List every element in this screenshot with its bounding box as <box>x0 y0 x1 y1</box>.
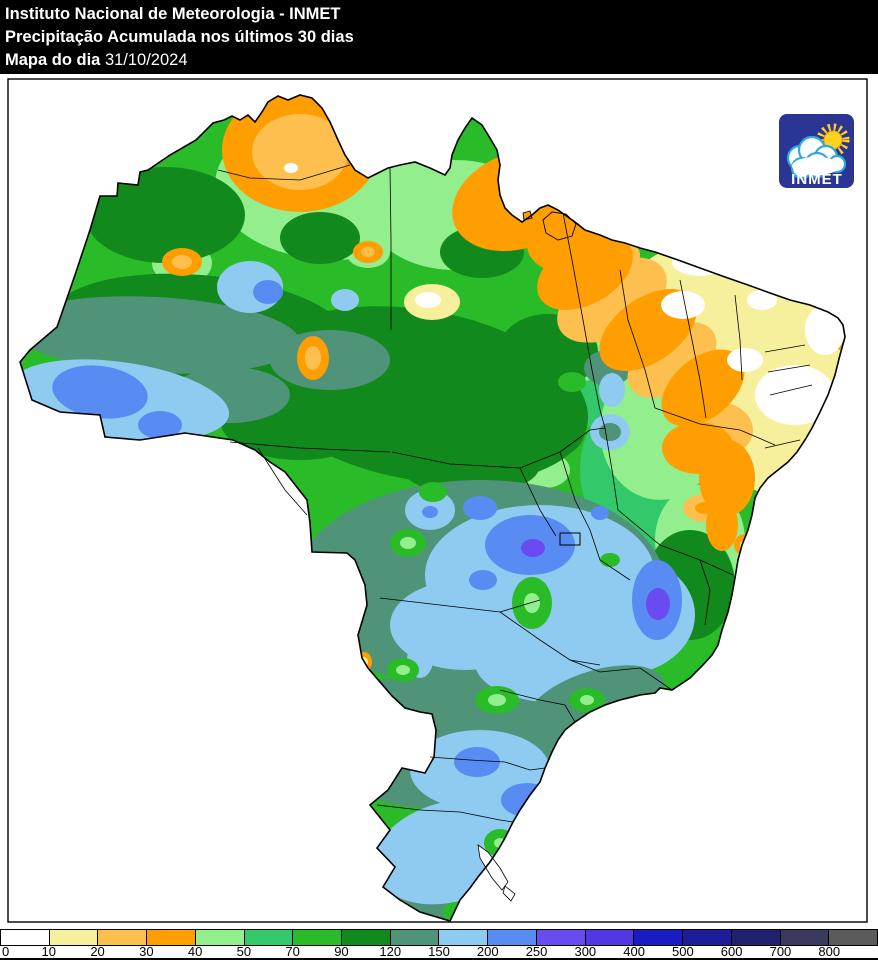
legend-tick-label: 10 <box>41 944 56 959</box>
bottom-rule <box>0 958 878 960</box>
cloud-icon <box>792 157 840 175</box>
legend-color-cell <box>244 930 294 945</box>
legend-color-cell <box>98 930 148 945</box>
legend-tick-label: 70 <box>285 944 300 959</box>
legend-tick-label: 0 <box>2 944 10 959</box>
legend-tick-label: 200 <box>476 944 499 959</box>
legend-tick-label: 500 <box>672 944 694 959</box>
legend-color-cell <box>147 930 196 945</box>
brazil-outline <box>19 94 846 922</box>
legend-color-cell <box>488 930 537 945</box>
legend-color-cell <box>390 930 440 945</box>
legend-tick-label: 300 <box>574 944 597 959</box>
df-square <box>559 532 581 546</box>
legend-tick-label: 20 <box>90 944 105 959</box>
header-date: 31/10/2024 <box>104 51 188 69</box>
legend-tick-label: 800 <box>818 944 841 959</box>
header-map-label: Mapa do dia <box>5 51 101 69</box>
brazil-precipitation-map: INMET <box>7 78 868 923</box>
legend-color-cell <box>439 930 489 945</box>
legend-color-cell <box>49 930 99 945</box>
header-title: Instituto Nacional de Meteorologia - INM… <box>5 5 341 23</box>
legend-tick-label: 400 <box>623 944 645 959</box>
legend-color-cell <box>683 930 732 945</box>
legend-color-cell <box>780 930 830 945</box>
legend-tick-label: 30 <box>139 944 154 959</box>
legend-tick-label: 150 <box>428 944 450 959</box>
legend-color-cell <box>731 930 781 945</box>
header-map-line: Mapa do dia 31/10/2024 <box>5 49 878 72</box>
state-borders <box>217 164 813 823</box>
legend-tick-label: 90 <box>334 944 349 959</box>
marajo-island <box>542 211 577 241</box>
map-frame <box>7 78 868 923</box>
legend-tick-label: 600 <box>720 944 743 959</box>
inmet-logo: INMET <box>779 114 854 188</box>
legend-tick-label: 40 <box>187 944 203 959</box>
logo-text: INMET <box>791 171 843 188</box>
legend-color-cell <box>536 930 586 945</box>
legend-bar <box>0 929 878 946</box>
legend-tick-label: 50 <box>236 944 252 959</box>
legend-tick-label: 700 <box>769 944 792 959</box>
header-bar: Instituto Nacional de Meteorologia - INM… <box>0 0 878 74</box>
precipitation-contours <box>20 95 845 921</box>
legend-color-cell <box>634 930 684 945</box>
coastal-lagoon <box>502 885 516 902</box>
legend-color-cell <box>293 930 343 945</box>
legend-color-cell <box>195 930 245 945</box>
map-area: INMET <box>0 76 878 928</box>
legend-color-cell <box>585 930 635 945</box>
legend-color-cell <box>829 930 877 945</box>
header-subtitle: Precipitação Acumulada nos últimos 30 di… <box>5 28 354 46</box>
legend-color-cell <box>342 930 391 945</box>
legend-tick-label: 120 <box>379 944 402 959</box>
marajo-island <box>522 210 533 221</box>
legend-tick-label: 250 <box>525 944 548 959</box>
legend-color-cell <box>1 930 50 945</box>
